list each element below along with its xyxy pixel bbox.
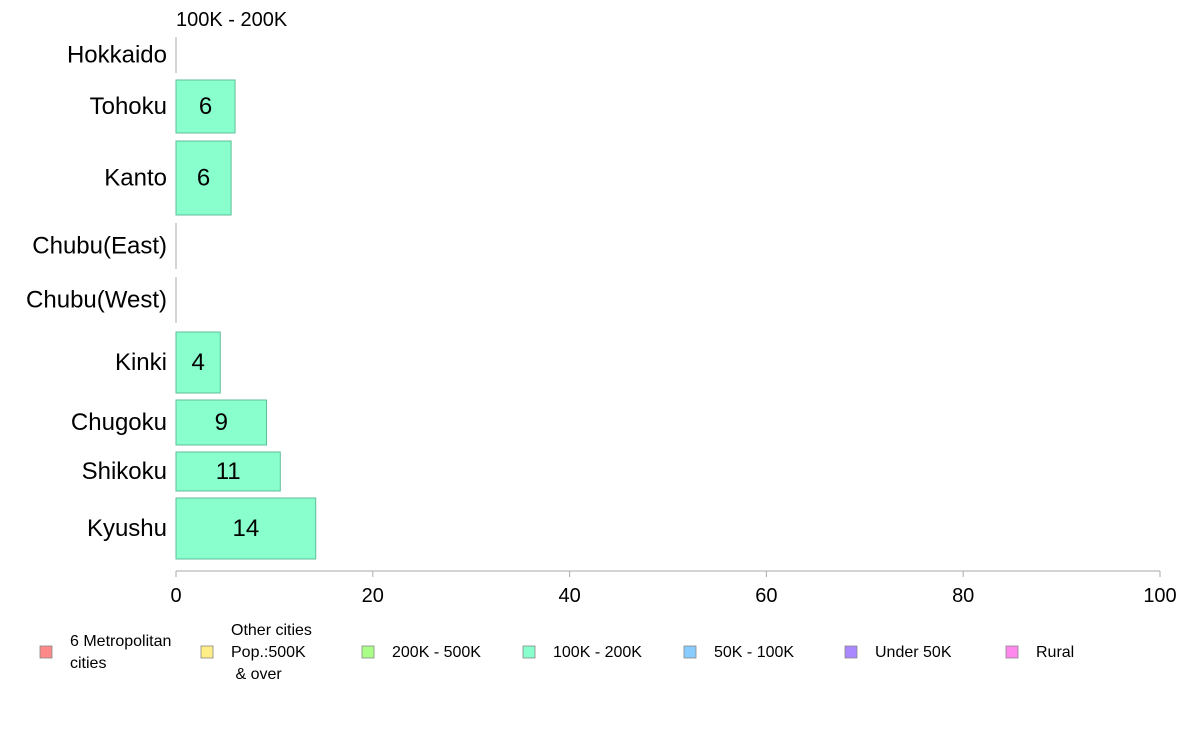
legend-label-line: Rural <box>1036 644 1074 661</box>
legend-swatch <box>522 645 536 659</box>
x-tick-label: 60 <box>755 585 777 607</box>
legend-label-line: 6 Metropolitan <box>70 633 171 650</box>
legend-label-line: cities <box>70 655 106 672</box>
legend-label: 6 Metropolitan cities <box>70 633 171 672</box>
legend-label: Under 50K <box>875 644 952 661</box>
category-label: Chugoku <box>71 409 167 436</box>
legend-label: 50K - 100K <box>714 644 794 661</box>
chart-title: 100K - 200K <box>176 9 288 31</box>
bar-data-label: 6 <box>197 165 210 192</box>
category-label: Kyushu <box>87 515 167 542</box>
x-tick-label: 100 <box>1143 585 1176 607</box>
legend-swatch <box>683 645 697 659</box>
legend-label-line: 100K - 200K <box>553 644 642 661</box>
bar-data-label: 14 <box>233 515 260 542</box>
legend-label-line: & over <box>231 666 282 683</box>
x-tick-label: 80 <box>952 585 974 607</box>
legend-swatch <box>361 645 375 659</box>
legend-label-line: Under 50K <box>875 644 952 661</box>
bar <box>175 399 268 446</box>
legend-label-line: 50K - 100K <box>714 644 794 661</box>
bar-data-label: 4 <box>191 349 204 376</box>
category-label: Chubu(West) <box>26 287 167 314</box>
bars-group: Hokkaido Tohoku 6 Kanto 6 Chubu(East) Chubu(We… <box>26 37 317 560</box>
category-label: Tohoku <box>90 93 167 120</box>
legend-label-line: Pop.:500K <box>231 644 306 661</box>
legend-label-line: Other cities <box>231 622 312 639</box>
x-axis: 0 20 40 60 80 100 <box>170 570 1177 607</box>
legend-label-line: 200K - 500K <box>392 644 481 661</box>
x-tick-label: 40 <box>558 585 580 607</box>
bar <box>175 451 281 492</box>
bar <box>175 79 236 134</box>
category-label: Chubu(East) <box>32 233 167 260</box>
category-label: Kinki <box>115 349 167 376</box>
legend-label: 100K - 200K <box>553 644 642 661</box>
bar-data-label: 6 <box>199 93 212 120</box>
legend-swatch <box>200 645 214 659</box>
bar <box>175 140 232 216</box>
legend-label: 200K - 500K <box>392 644 481 661</box>
category-label: Kanto <box>104 165 167 192</box>
legend-swatch <box>39 645 53 659</box>
category-label: Shikoku <box>82 458 167 485</box>
bar-data-label: 9 <box>215 409 228 436</box>
x-tick-label: 20 <box>362 585 384 607</box>
bar <box>175 331 221 394</box>
category-label: Hokkaido <box>67 42 167 69</box>
legend-label: Other cities Pop.:500K & over <box>231 622 312 683</box>
legend-swatch <box>844 645 858 659</box>
legend-label: Rural <box>1036 644 1074 661</box>
x-tick-label: 0 <box>170 585 181 607</box>
legend: 6 Metropolitan cities Other cities Pop.:500… <box>39 622 1074 683</box>
legend-swatch <box>1005 645 1019 659</box>
bar-data-label: 11 <box>216 458 241 485</box>
bar <box>175 497 317 560</box>
